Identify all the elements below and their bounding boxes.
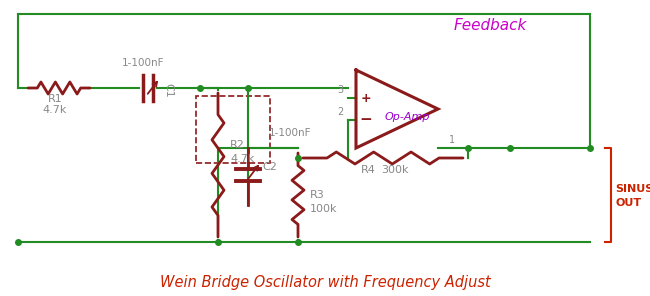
Text: −: − — [359, 112, 372, 126]
Text: R2: R2 — [230, 140, 245, 150]
Text: C1: C1 — [163, 83, 173, 98]
Text: C2: C2 — [262, 162, 277, 172]
Text: 3: 3 — [337, 85, 343, 95]
Bar — [196, 96, 270, 163]
Text: 2: 2 — [337, 107, 343, 117]
Text: SINUSOIDAL: SINUSOIDAL — [615, 184, 650, 194]
Text: R1: R1 — [47, 94, 62, 104]
Text: 1-100nF: 1-100nF — [268, 128, 311, 138]
Text: R4: R4 — [361, 165, 376, 175]
Text: OUT: OUT — [615, 198, 641, 208]
Text: 1: 1 — [449, 135, 455, 145]
Text: Wein Bridge Oscillator with Frequency Adjust: Wein Bridge Oscillator with Frequency Ad… — [160, 276, 490, 290]
Text: Feedback: Feedback — [453, 18, 526, 33]
Text: Op-Amp: Op-Amp — [384, 112, 430, 122]
Text: 1-100nF: 1-100nF — [122, 58, 164, 68]
Text: 4.7k: 4.7k — [43, 105, 67, 115]
Text: 4.7k: 4.7k — [230, 154, 254, 164]
Text: 100k: 100k — [310, 204, 337, 214]
Text: 300k: 300k — [382, 165, 409, 175]
Text: +: + — [361, 92, 371, 105]
Text: R3: R3 — [310, 190, 325, 200]
